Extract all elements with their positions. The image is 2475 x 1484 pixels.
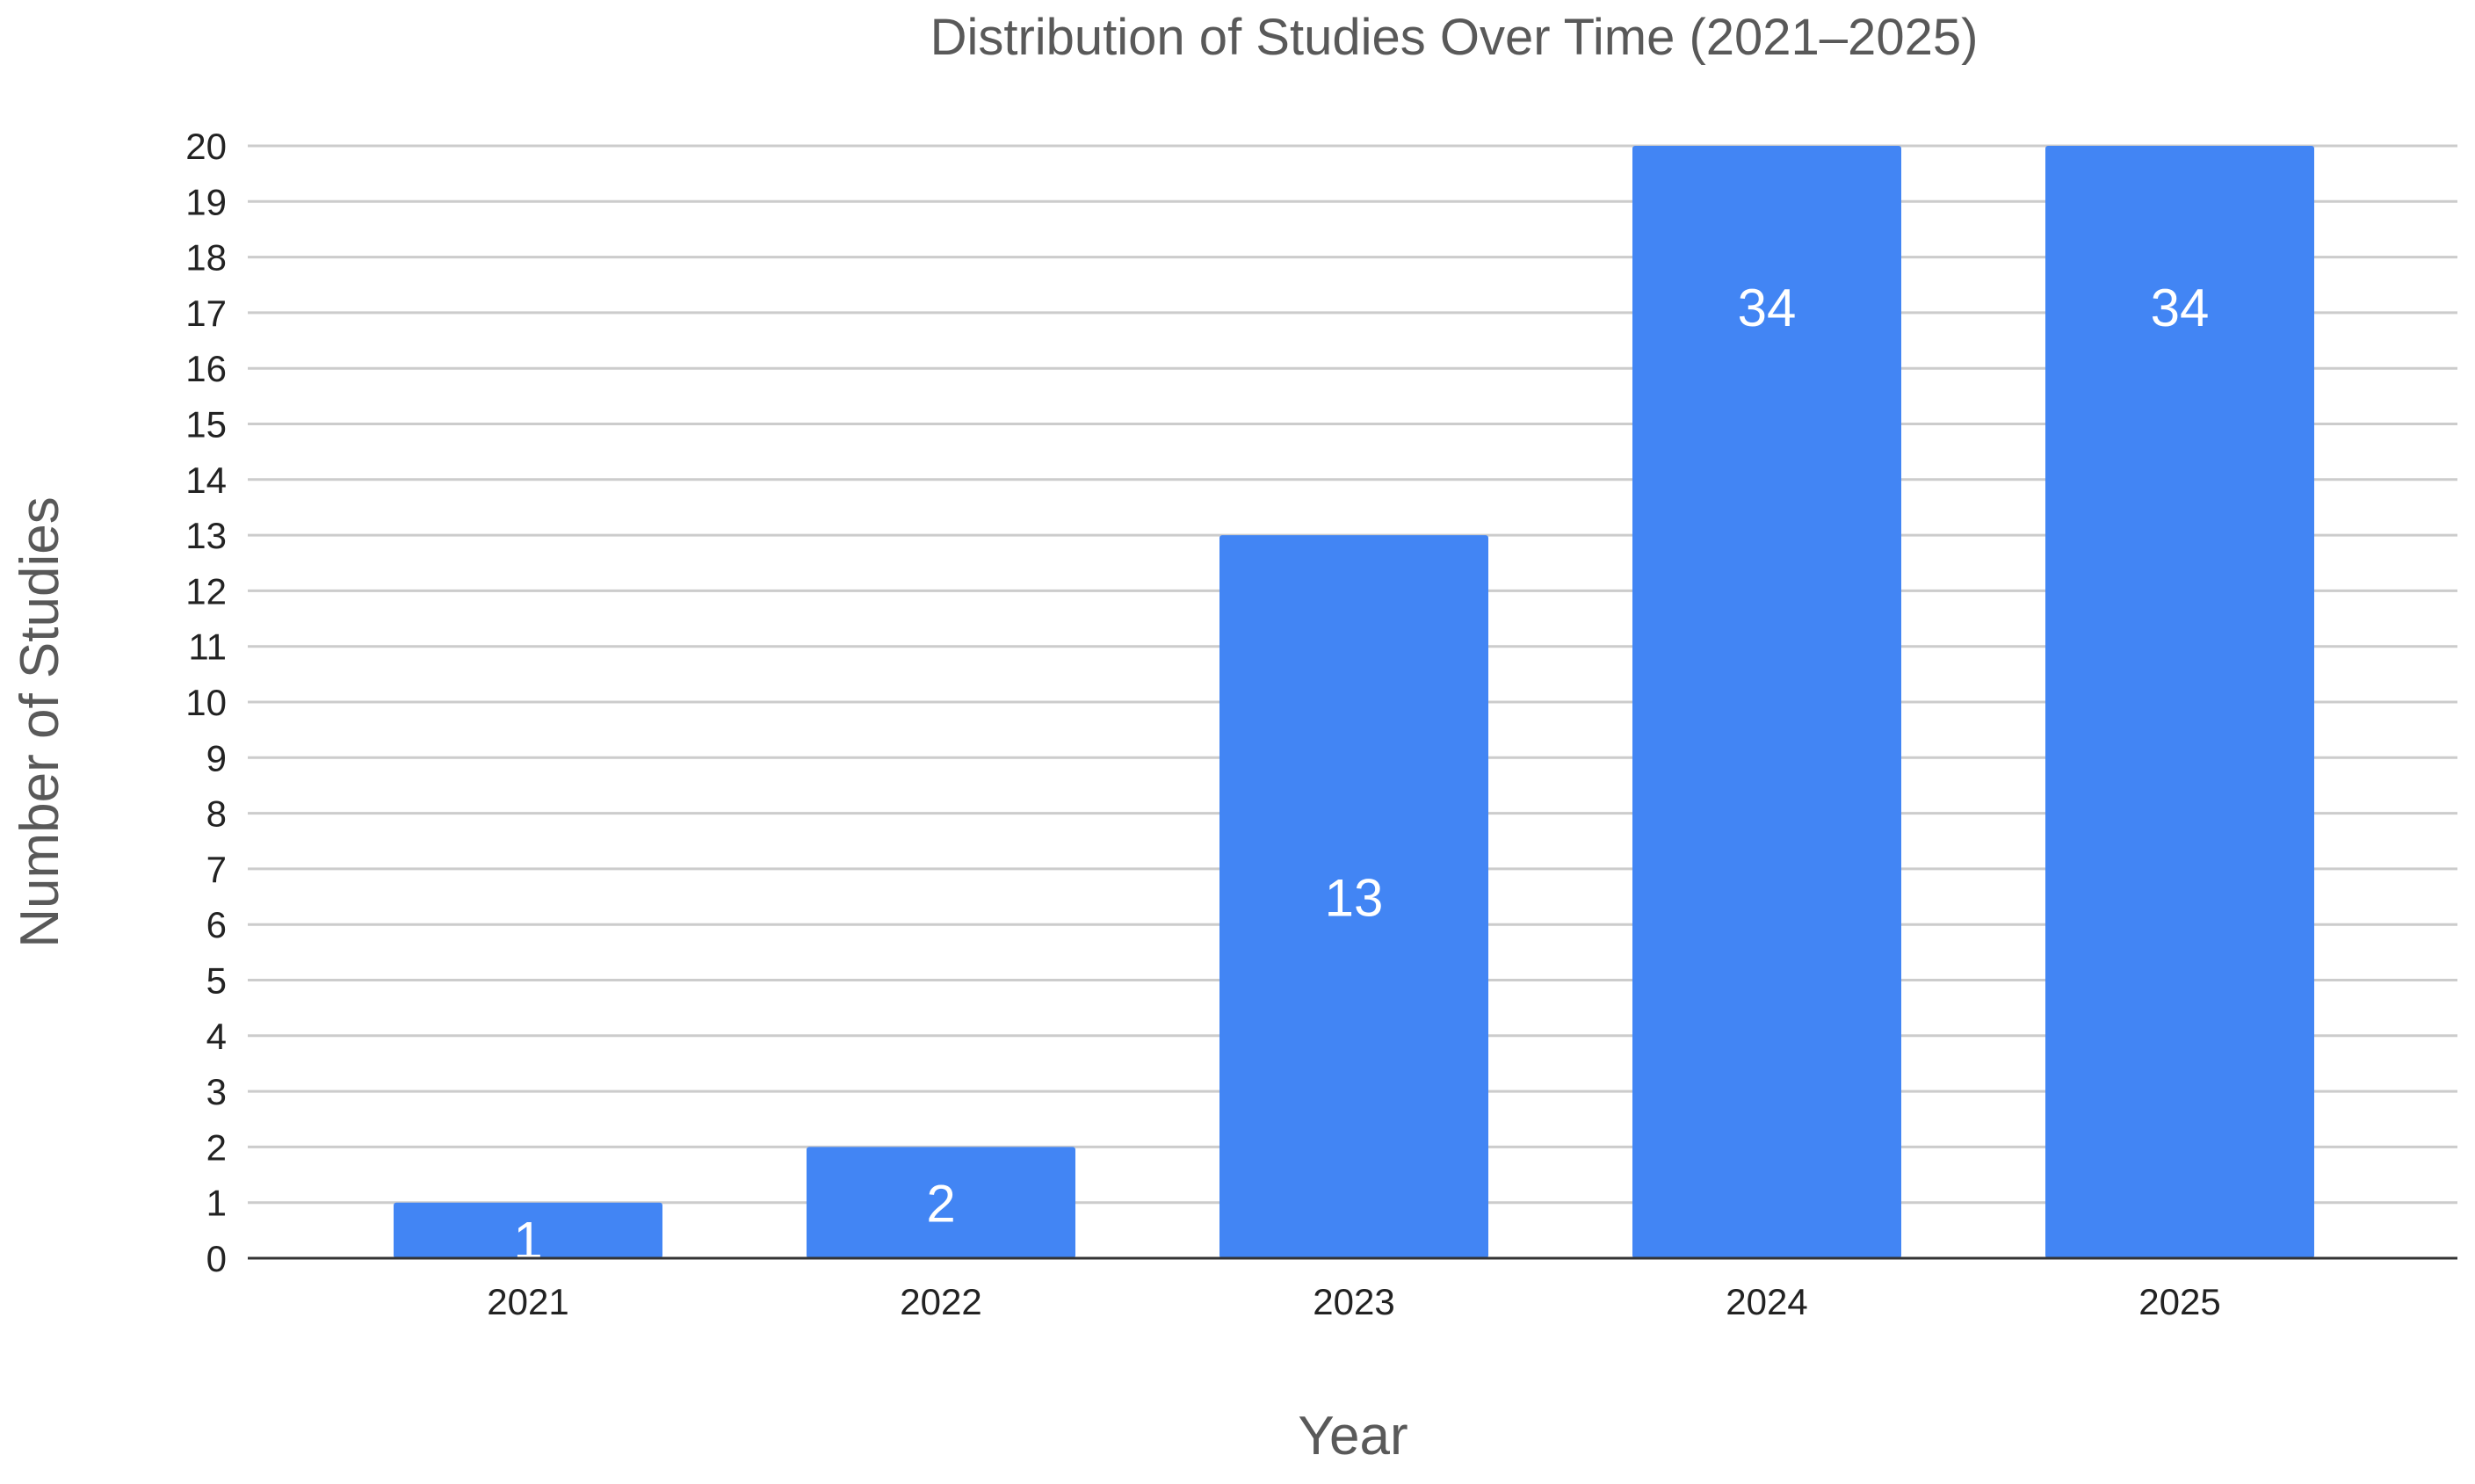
- x-tick-label: 2023: [1313, 1281, 1394, 1322]
- y-tick-label: 4: [206, 1016, 227, 1057]
- y-tick-label: 3: [206, 1071, 227, 1112]
- y-tick-label: 18: [185, 237, 227, 279]
- y-tick-label: 20: [185, 126, 227, 167]
- y-tick-label: 6: [206, 904, 227, 945]
- y-tick-label: 15: [185, 404, 227, 445]
- bar-label-2021: 1: [513, 1211, 542, 1270]
- bar-label-2023: 13: [1325, 869, 1384, 928]
- y-tick-label: 2: [206, 1126, 227, 1168]
- bar-2025: [2045, 146, 2314, 1258]
- y-tick-label: 17: [185, 293, 227, 334]
- bar-2022: [807, 1147, 1075, 1258]
- bar-2024: [1632, 146, 1901, 1258]
- y-tick-label: 16: [185, 348, 227, 389]
- y-tick-label: 11: [188, 626, 227, 668]
- y-tick-label: 19: [185, 181, 227, 222]
- y-tick-label: 12: [185, 570, 227, 612]
- y-tick-label: 7: [206, 849, 227, 890]
- bar-label-2025: 34: [2151, 279, 2210, 337]
- bar-data-labels: 1 2 13 34 34: [513, 279, 2209, 1270]
- y-tick-label: 0: [206, 1238, 227, 1279]
- y-tick-label: 8: [206, 793, 227, 835]
- x-tick-label: 2022: [900, 1281, 981, 1322]
- x-axis-ticks: 2021 2022 2023 2024 2025: [487, 1281, 2220, 1322]
- y-axis-title: Number of Studies: [10, 496, 70, 947]
- chart-title: Distribution of Studies Over Time (2021–…: [930, 9, 1979, 66]
- x-tick-label: 2024: [1726, 1281, 1807, 1322]
- bar-label-2022: 2: [926, 1175, 955, 1234]
- y-tick-label: 10: [185, 682, 227, 723]
- y-tick-label: 1: [206, 1183, 227, 1224]
- bar-2023: [1219, 535, 1488, 1258]
- y-tick-label: 14: [185, 460, 227, 501]
- bars: [394, 146, 2314, 1258]
- x-axis-title: Year: [1298, 1406, 1408, 1466]
- x-tick-label: 2025: [2138, 1281, 2220, 1322]
- x-tick-label: 2021: [487, 1281, 568, 1322]
- y-tick-label: 5: [206, 960, 227, 1002]
- y-tick-label: 9: [206, 737, 227, 778]
- bar-label-2024: 34: [1738, 279, 1797, 337]
- y-tick-label: 13: [185, 515, 227, 556]
- bar-2021: [394, 1202, 662, 1258]
